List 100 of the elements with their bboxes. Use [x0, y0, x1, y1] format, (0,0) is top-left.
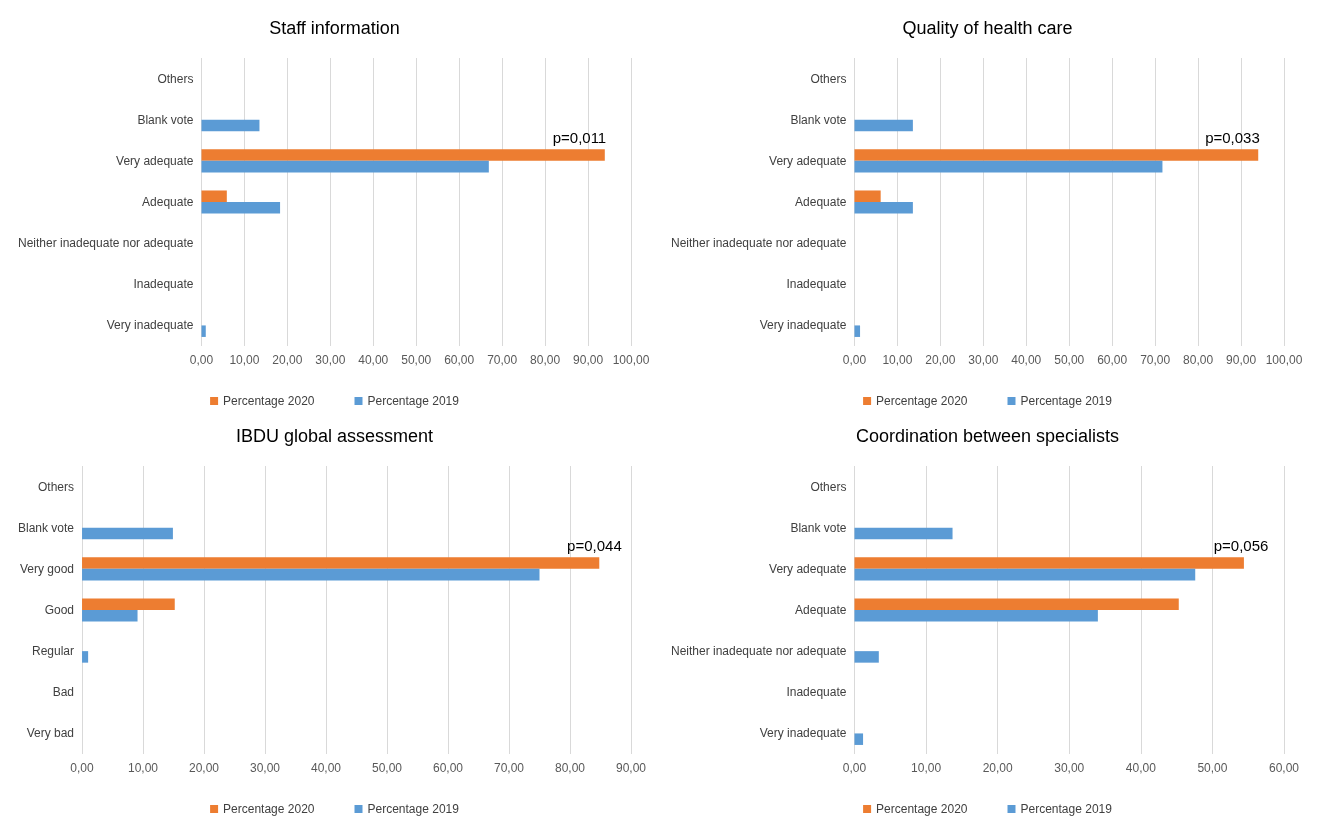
- x-tick-label: 30,00: [250, 761, 281, 775]
- x-tick-label: 90,00: [1226, 353, 1257, 367]
- x-tick-label: 60,00: [1268, 761, 1300, 775]
- legend-label: Percentage 2020: [876, 394, 968, 408]
- x-tick-label: 70,00: [487, 353, 518, 367]
- y-tick-label: Others: [38, 479, 75, 494]
- y-tick-label: Very adequate: [769, 153, 847, 168]
- x-tick-label: 20,00: [982, 761, 1013, 775]
- x-tick-label: 0,00: [70, 761, 95, 775]
- bar: [854, 598, 1179, 610]
- y-tick-label: Inadequate: [786, 277, 847, 292]
- bar: [854, 651, 879, 663]
- bar: [82, 527, 173, 540]
- chart-title: IBDU global assessment: [235, 426, 434, 446]
- legend-label: Percentage 2020: [223, 802, 315, 816]
- y-tick-label: Blank vote: [790, 112, 847, 127]
- y-tick-label: Others: [810, 71, 847, 86]
- annotation: p=0,056: [1213, 536, 1269, 554]
- bar: [854, 190, 881, 202]
- y-tick-label: Very bad: [26, 726, 75, 741]
- chart-title: Coordination between specialists: [855, 426, 1120, 446]
- y-tick-label: Regular: [32, 644, 75, 659]
- legend-label: Percentage 2019: [367, 802, 460, 816]
- x-tick-label: 70,00: [1140, 353, 1171, 367]
- y-tick-label: Blank vote: [17, 520, 75, 535]
- y-tick-label: Very good: [19, 561, 75, 576]
- bar: [201, 160, 489, 173]
- bar: [854, 568, 1196, 581]
- x-tick-label: 20,00: [272, 353, 303, 367]
- bar: [82, 557, 600, 569]
- x-tick-label: 70,00: [493, 761, 525, 775]
- legend-label: Percentage 2020: [223, 394, 315, 408]
- bar: [854, 149, 1259, 161]
- x-tick-label: 80,00: [530, 353, 561, 367]
- x-tick-label: 10,00: [911, 761, 942, 775]
- bar: [82, 651, 89, 663]
- bar: [854, 557, 1244, 569]
- bar: [82, 568, 540, 581]
- x-tick-label: 30,00: [1054, 761, 1085, 775]
- x-tick-label: 60,00: [444, 353, 475, 367]
- bar: [854, 119, 913, 132]
- chart-title: Quality of health care: [902, 18, 1073, 38]
- x-tick-label: 90,00: [573, 353, 604, 367]
- y-tick-label: Adequate: [795, 603, 847, 617]
- annotation: p=0,044: [567, 536, 622, 554]
- x-tick-label: 50,00: [401, 353, 432, 367]
- y-tick-label: Bad: [52, 685, 75, 700]
- x-tick-label: 80,00: [554, 761, 586, 775]
- x-tick-label: 40,00: [358, 353, 389, 367]
- x-tick-label: 80,00: [1183, 353, 1214, 367]
- legend-label: Percentage 2019: [367, 394, 460, 408]
- bar: [854, 325, 861, 337]
- y-tick-label: Adequate: [142, 195, 194, 209]
- chart-title: Staff information: [269, 18, 400, 38]
- bar: [201, 149, 605, 161]
- x-tick-label: 20,00: [925, 353, 956, 367]
- bar: [201, 202, 281, 214]
- x-tick-label: 60,00: [433, 761, 464, 775]
- x-tick-label: 40,00: [1125, 761, 1157, 775]
- bar: [854, 160, 1163, 173]
- y-tick-label: Very inadequate: [759, 726, 847, 741]
- y-tick-label: Neither inadequate nor adequate: [17, 236, 194, 251]
- x-tick-label: 60,00: [1097, 353, 1128, 367]
- x-tick-label: 10,00: [882, 353, 913, 367]
- x-tick-label: 40,00: [311, 761, 342, 775]
- x-tick-label: 30,00: [315, 353, 346, 367]
- x-tick-label: 100,00: [612, 353, 650, 367]
- x-tick-label: 0,00: [842, 353, 867, 367]
- bar: [201, 119, 260, 132]
- x-tick-label: 40,00: [1011, 353, 1042, 367]
- annotation: p=0,033: [1205, 128, 1260, 146]
- y-tick-label: Others: [157, 71, 194, 86]
- x-tick-label: 50,00: [372, 761, 403, 775]
- bar: [201, 190, 227, 202]
- bar: [854, 733, 864, 745]
- y-tick-label: Very adequate: [769, 561, 847, 576]
- bar: [854, 202, 913, 214]
- y-tick-label: Blank vote: [137, 112, 194, 127]
- y-tick-label: Very adequate: [116, 153, 194, 168]
- y-tick-label: Very inadequate: [106, 318, 194, 333]
- y-tick-label: Adequate: [795, 195, 847, 209]
- x-tick-label: 10,00: [128, 761, 159, 775]
- legend-label: Percentage 2019: [1020, 802, 1113, 816]
- y-tick-label: Others: [810, 479, 847, 494]
- x-tick-label: 50,00: [1197, 761, 1228, 775]
- x-tick-label: 0,00: [189, 353, 214, 367]
- x-tick-label: 30,00: [968, 353, 999, 367]
- x-tick-label: 0,00: [842, 761, 867, 775]
- y-tick-label: Neither inadequate nor adequate: [670, 644, 847, 659]
- bar: [854, 610, 1098, 622]
- x-tick-label: 20,00: [189, 761, 220, 775]
- annotation: p=0,011: [552, 128, 607, 146]
- legend-label: Percentage 2020: [876, 802, 968, 816]
- bar: [82, 610, 138, 622]
- x-tick-label: 50,00: [1054, 353, 1085, 367]
- y-tick-label: Blank vote: [790, 520, 847, 535]
- x-tick-label: 100,00: [1265, 353, 1303, 367]
- legend-label: Percentage 2019: [1020, 394, 1113, 408]
- y-tick-label: Inadequate: [786, 685, 847, 700]
- y-tick-label: Inadequate: [133, 277, 194, 292]
